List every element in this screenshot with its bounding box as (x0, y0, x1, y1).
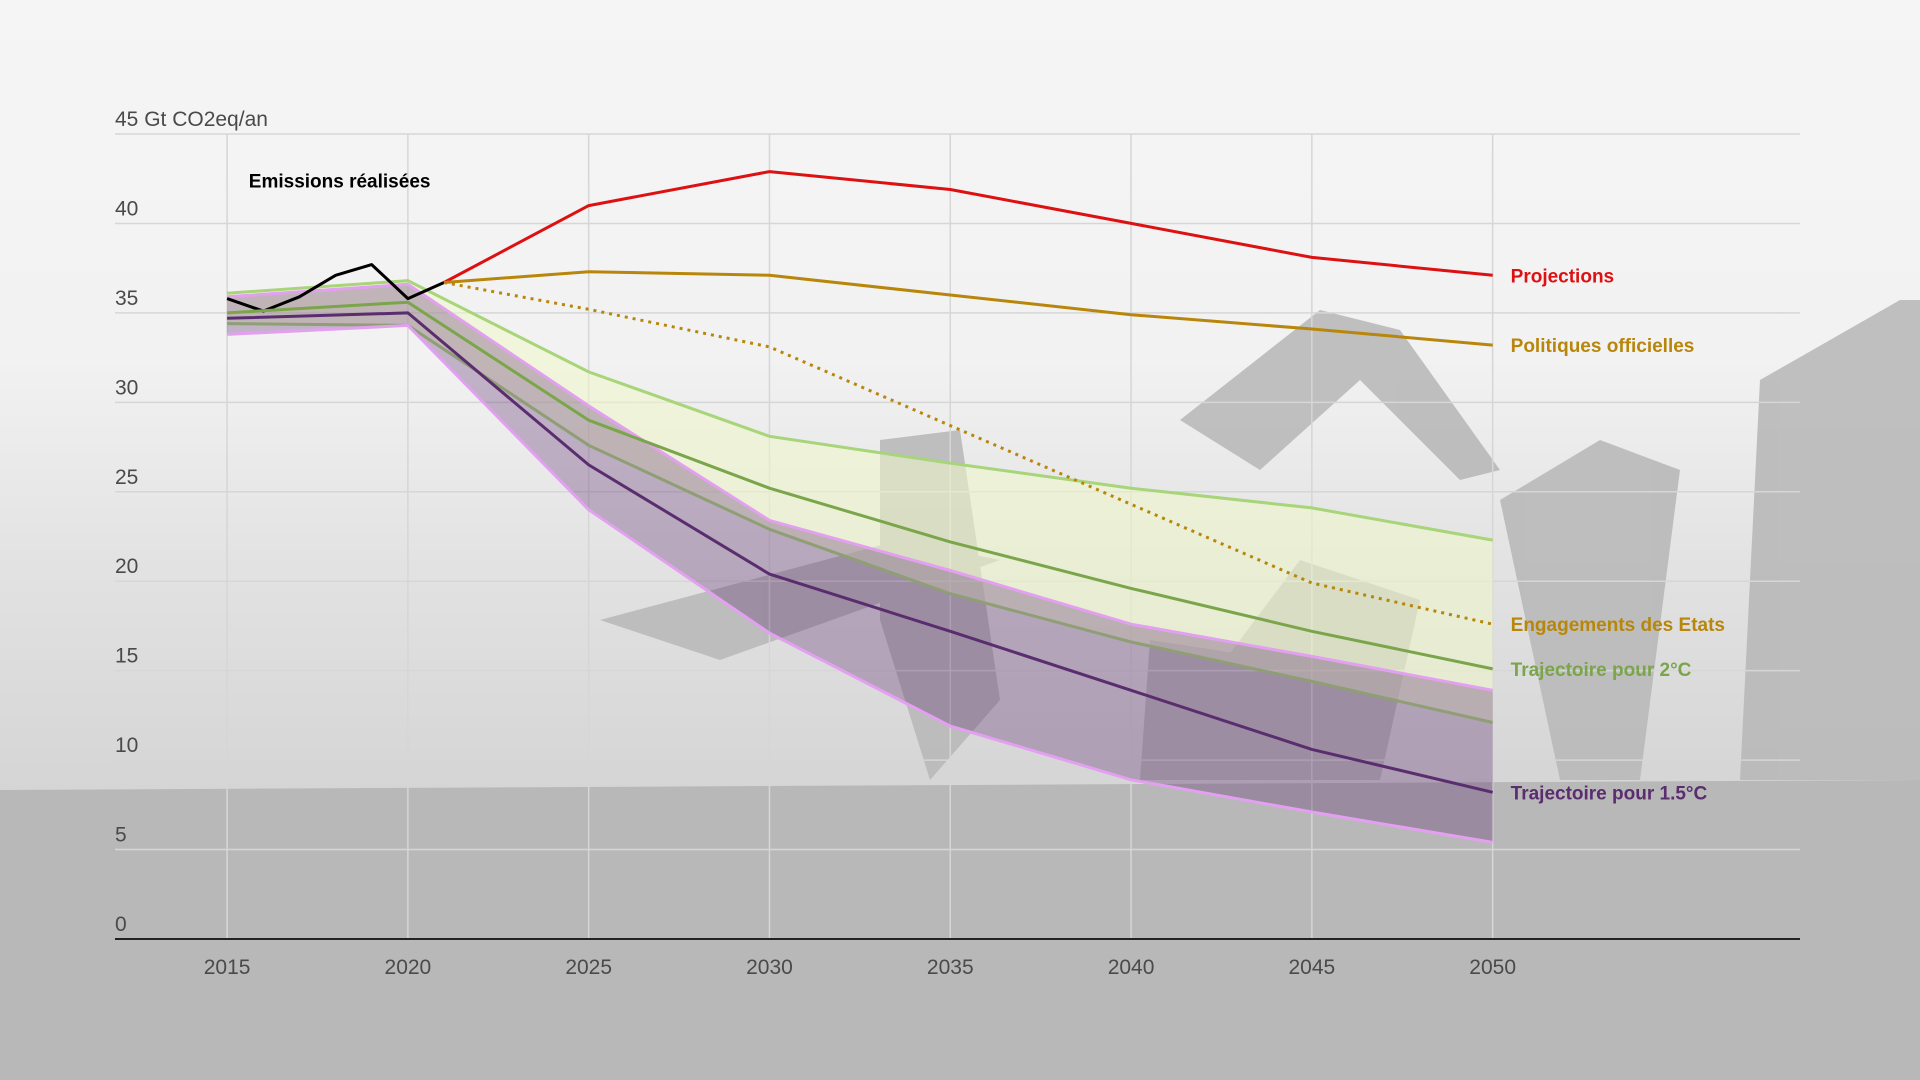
series-line-deuxdegres (227, 300, 1494, 671)
y-tick-label: 20 (115, 555, 138, 578)
y-tick-label: 45 Gt CO2eq/an (115, 108, 268, 131)
series-labels: Projections Politiques officielles Engagem… (249, 172, 1725, 805)
y-tick-label: 5 (115, 824, 127, 847)
x-tick-label: 2050 (1469, 956, 1516, 979)
x-tick-label: 2015 (204, 956, 251, 979)
series-label-politiques: Politiques officielles (1511, 336, 1695, 357)
series-label-projections: Projections (1511, 266, 1614, 287)
y-tick-label: 40 (115, 197, 138, 220)
band-lower-deuxdegres (227, 322, 1494, 724)
band-upper-unvirgulecinq (226, 282, 1493, 692)
band-lower-unvirgulecinq (227, 323, 1493, 844)
series-label-unvirgulecinq: Trajectoire pour 1.5°C (1511, 783, 1708, 804)
series-line-engagements (443, 281, 1494, 626)
y-tick-label: 25 (115, 466, 138, 489)
y-tick-label: 35 (115, 287, 138, 310)
series-label-engagements: Engagements des Etats (1511, 615, 1725, 636)
series-line-projections (443, 170, 1493, 284)
band-upper-deuxdegres (226, 279, 1493, 542)
y-tick-label: 30 (115, 376, 138, 399)
background-ground (0, 780, 1920, 1080)
y-tick-label: 15 (115, 645, 138, 668)
x-tick-label: 2025 (565, 956, 612, 979)
series-lines (226, 170, 1494, 794)
annotation-emissions-realisees: Emissions réalisées (249, 172, 431, 193)
series-label-deuxdegres: Trajectoire pour 2°C (1511, 660, 1692, 681)
band-unvirgulecinq (227, 284, 1493, 843)
x-tick-label: 2030 (746, 956, 793, 979)
y-tick-label: 0 (115, 913, 127, 936)
x-tick-label: 2045 (1288, 956, 1335, 979)
y-tick-label: 10 (115, 734, 138, 757)
series-line-unvirgulecinq (227, 311, 1494, 794)
series-line-politiques (443, 270, 1493, 347)
x-tick-label: 2020 (385, 956, 432, 979)
x-tick-label: 2035 (927, 956, 974, 979)
x-tick-label: 2040 (1108, 956, 1155, 979)
